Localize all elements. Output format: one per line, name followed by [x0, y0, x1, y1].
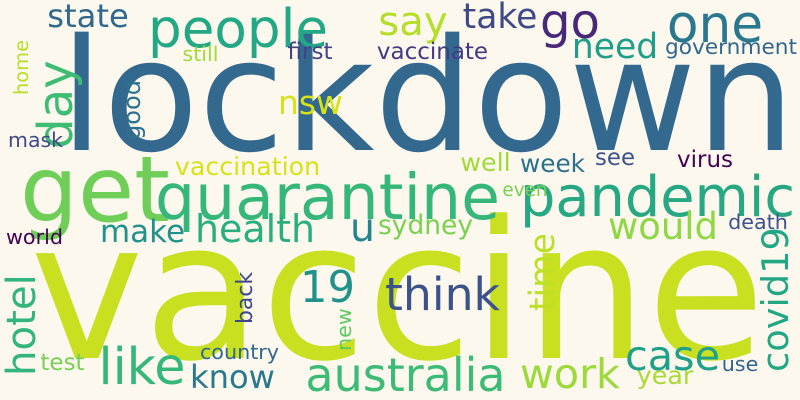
word-make: make — [100, 213, 185, 250]
word-covid19: covid19 — [753, 227, 797, 373]
word-nsw: nsw — [278, 82, 343, 122]
word-well: well — [460, 148, 511, 178]
word-back: back — [233, 272, 259, 324]
word-need: need — [571, 26, 659, 67]
word-hotel: hotel — [0, 274, 46, 377]
word-australia: australia — [305, 348, 506, 400]
word-health: health — [195, 206, 315, 251]
word-go: go — [540, 0, 600, 51]
word-good: good — [118, 80, 147, 140]
word-vaccinate: vaccinate — [376, 38, 489, 65]
word-vaccination: vaccination — [174, 152, 321, 182]
word-test: test — [40, 349, 85, 376]
word-sydney: sydney — [377, 209, 474, 241]
word-people: people — [147, 0, 329, 60]
word-say: say — [378, 0, 448, 46]
word-think: think — [384, 268, 501, 322]
word-first: first — [287, 38, 333, 65]
word-virus: virus — [677, 146, 733, 173]
word-week: week — [519, 148, 586, 178]
word-state: state — [47, 0, 129, 35]
word-country: country — [199, 339, 280, 364]
word-death: death — [728, 209, 788, 234]
word-take: take — [462, 0, 538, 37]
word-vaccine: vaccine — [29, 180, 766, 400]
word-case: case — [624, 332, 720, 381]
word-19: 19 — [300, 263, 355, 314]
word-use: use — [721, 351, 759, 376]
word-even: even — [502, 179, 548, 201]
word-still: still — [182, 41, 219, 66]
word-government: government — [665, 35, 797, 61]
word-would: would — [607, 205, 719, 249]
word-know: know — [190, 358, 275, 397]
word-quarantine: quarantine — [154, 160, 501, 235]
word-time: time — [522, 233, 563, 312]
word-lockdown: lockdown — [59, 5, 795, 188]
word-world: world — [6, 224, 63, 249]
word-u: u — [350, 205, 375, 252]
word-new: new — [331, 308, 356, 352]
word-pandemic: pandemic — [519, 164, 796, 230]
word-work: work — [519, 350, 620, 399]
word-get: get — [19, 136, 171, 244]
word-like: like — [98, 337, 186, 397]
word-mask: mask — [8, 127, 63, 152]
word-home: home — [10, 39, 34, 96]
word-one: one — [666, 0, 764, 55]
word-see: see — [595, 144, 635, 171]
word-year: year — [636, 361, 694, 391]
